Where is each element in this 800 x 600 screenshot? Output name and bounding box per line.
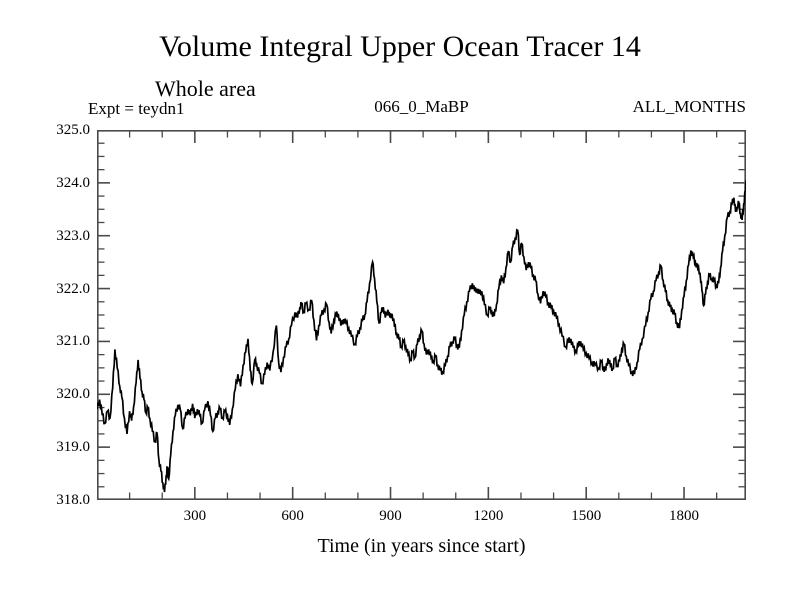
- x-tick-label: 1200: [473, 508, 504, 524]
- period-label: ALL_MONTHS: [632, 97, 746, 116]
- annotation-row: Expt = teydn1 066_0_MaBP ALL_MONTHS: [88, 97, 748, 119]
- dataset-label: 066_0_MaBP: [374, 97, 469, 116]
- x-tick-label: 900: [379, 508, 402, 524]
- tracer-series-line: [97, 180, 746, 493]
- plot-frame: [97, 130, 746, 500]
- x-tick-label: 600: [281, 508, 304, 524]
- y-tick-label: 324.0: [56, 174, 90, 191]
- y-tick-label: 321.0: [56, 333, 90, 350]
- y-tick-label: 320.0: [56, 386, 90, 403]
- x-tick-label: 1800: [669, 508, 700, 524]
- experiment-label: Expt = teydn1: [88, 99, 185, 118]
- x-axis-title: Time (in years since start): [317, 535, 526, 557]
- y-tick-label: 319.0: [56, 439, 90, 456]
- x-tick-label: 1500: [571, 508, 602, 524]
- chart-subtitle: Whole area: [155, 76, 256, 101]
- y-tick-label: 325.0: [56, 122, 90, 138]
- y-tick-label: 323.0: [56, 227, 90, 244]
- timeseries-plot: [97, 130, 746, 500]
- y-tick-label: 318.0: [56, 492, 90, 508]
- x-tick-label: 300: [183, 508, 207, 524]
- chart-title: Volume Integral Upper Ocean Tracer 14: [159, 30, 641, 63]
- y-tick-label: 322.0: [56, 280, 90, 297]
